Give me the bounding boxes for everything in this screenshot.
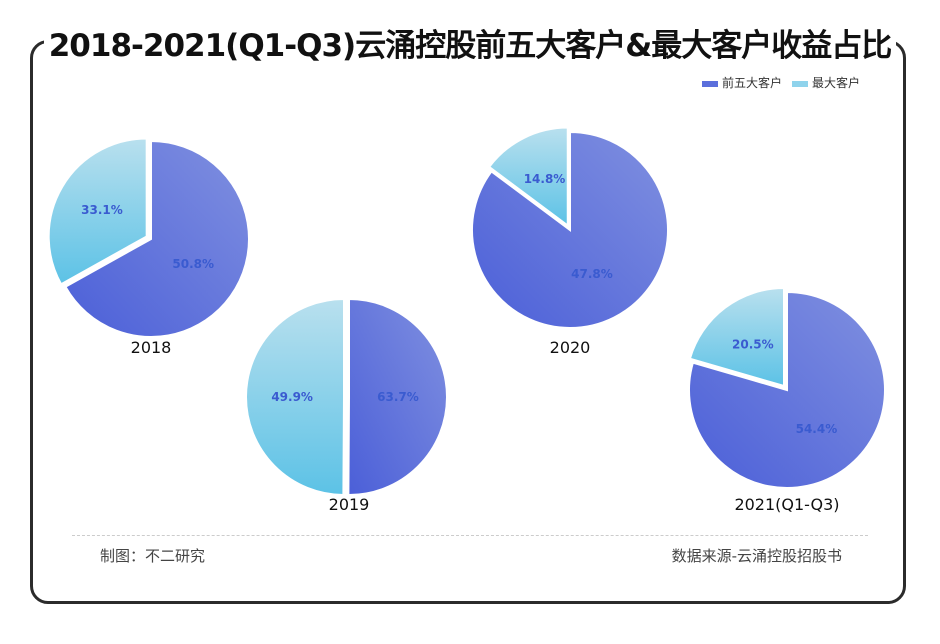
- title-background: [44, 18, 896, 68]
- legend: 前五大客户 最大客户: [701, 74, 860, 91]
- data-label-largest: 20.5%: [732, 338, 774, 352]
- legend-item-largest: 最大客户: [791, 74, 860, 91]
- pie-slice-top5: [471, 130, 669, 329]
- data-label-largest: 49.9%: [271, 390, 313, 404]
- legend-swatch: [701, 80, 718, 87]
- pie-slice-top5: [64, 139, 250, 338]
- category-label: 2021(Q1-Q3): [734, 495, 839, 514]
- category-label: 2018: [131, 338, 172, 357]
- data-label-top5: 47.8%: [571, 267, 613, 281]
- legend-label: 最大客户: [811, 76, 860, 90]
- legend-label: 前五大客户: [721, 76, 782, 90]
- legend-item-top5: 前五大客户: [701, 74, 782, 91]
- pie-slice-largest: [688, 287, 785, 388]
- pie-slice-top5: [688, 290, 886, 489]
- pie-slice-largest: [245, 297, 346, 496]
- data-label-top5: 63.7%: [377, 390, 419, 404]
- category-label: 2020: [550, 338, 591, 357]
- data-label-largest: 33.1%: [81, 203, 123, 217]
- pie-slice-top5: [347, 297, 449, 496]
- data-label-top5: 54.4%: [796, 422, 838, 436]
- category-label: 2019: [329, 495, 370, 514]
- legend-swatch: [791, 80, 808, 87]
- data-label-largest: 14.8%: [524, 172, 566, 186]
- pie-slice-largest: [47, 137, 148, 286]
- pie-slice-largest: [487, 126, 569, 228]
- footer-divider: [72, 535, 868, 536]
- data-source: 数据来源-云涌控股招股书: [671, 547, 842, 565]
- chart-title: 2018-2021(Q1-Q3)云涌控股前五大客户&最大客户收益占比: [48, 28, 893, 64]
- data-label-top5: 50.8%: [172, 257, 214, 271]
- chart-credit: 制图：不二研究: [100, 547, 206, 565]
